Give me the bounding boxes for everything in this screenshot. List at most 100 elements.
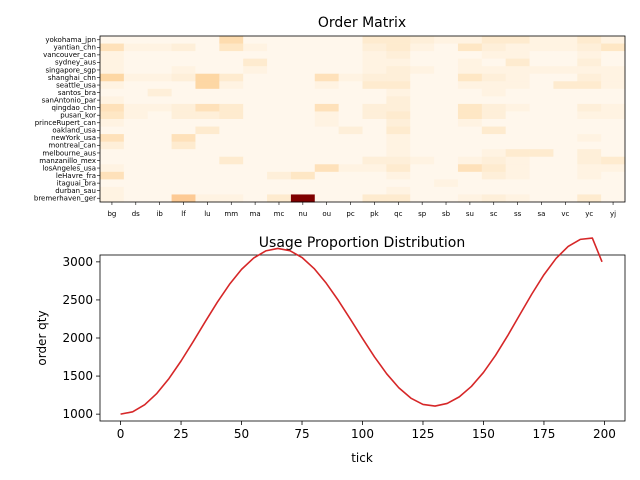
heatmap-cell: [314, 194, 340, 203]
heatmap-cell: [410, 141, 435, 150]
heatmap-cell: [601, 156, 626, 165]
heatmap-cell: [171, 171, 196, 180]
heatmap-cell: [553, 66, 578, 75]
line-series: [120, 237, 603, 415]
heatmap-cell: [505, 194, 530, 203]
heatmap-x-tick-label: pk: [370, 210, 379, 218]
heatmap-cell: [362, 66, 387, 75]
heatmap-cell: [123, 58, 149, 67]
heatmap-cell: [457, 103, 483, 112]
heatmap-cell: [410, 194, 435, 203]
heatmap-panel: Order Matrix yokohama_jpnyantian_chnvanc…: [34, 15, 626, 218]
heatmap-cell: [457, 149, 483, 158]
heatmap-cell: [267, 194, 292, 203]
heatmap-cell: [314, 81, 340, 90]
heatmap-cell: [338, 149, 363, 158]
heatmap-y-tick-label: yantian_chn: [53, 44, 96, 52]
heatmap-cell: [267, 51, 292, 60]
heatmap-x-tick-label: mc: [274, 210, 285, 218]
heatmap-cell: [267, 149, 292, 158]
heatmap-cell: [123, 103, 149, 112]
heatmap-cell: [481, 194, 507, 203]
heatmap-cell: [529, 156, 554, 165]
heatmap-cell: [338, 156, 363, 165]
heatmap-cell: [314, 164, 340, 173]
heatmap-x-tick-label: ds: [132, 210, 140, 218]
heatmap-cell: [577, 43, 602, 52]
heatmap-cell: [362, 149, 387, 158]
heatmap-cell: [243, 81, 268, 90]
heatmap-cell: [267, 111, 292, 120]
heatmap-cell: [290, 58, 316, 67]
heatmap-y-tick-label: durban_sau: [55, 187, 96, 195]
heatmap-cell: [601, 186, 626, 195]
heatmap-cell: [529, 179, 554, 188]
heatmap-cell: [362, 134, 387, 143]
heatmap-cell: [553, 119, 578, 127]
heatmap-cell: [123, 156, 149, 165]
heatmap-cell: [171, 194, 196, 203]
heatmap-cell: [243, 156, 268, 165]
heatmap-cell: [195, 88, 220, 97]
heatmap-cell: [147, 134, 172, 143]
heatmap-cell: [195, 119, 220, 127]
heatmap-cell: [314, 43, 340, 52]
heatmap-cell: [290, 96, 316, 105]
heatmap-y-tick-label: sydney_aus: [55, 59, 96, 67]
heatmap-cell: [147, 119, 172, 127]
heatmap-cell: [434, 179, 459, 188]
heatmap-cell: [505, 126, 530, 135]
heatmap-cell: [100, 51, 125, 60]
heatmap-cell: [457, 119, 483, 127]
heatmap-cell: [529, 51, 554, 60]
heatmap-cell: [362, 126, 387, 135]
heatmap-cell: [362, 141, 387, 150]
heatmap-cell: [219, 36, 244, 44]
heatmap-cell: [601, 73, 626, 82]
heatmap-cell: [553, 58, 578, 67]
heatmap-x-tick-label: qc: [394, 210, 402, 218]
heatmap-cell: [267, 134, 292, 143]
heatmap-cell: [481, 58, 507, 67]
heatmap-cell: [195, 164, 220, 173]
heatmap-cell: [601, 58, 626, 67]
heatmap-cell: [267, 126, 292, 135]
heatmap-cell: [529, 36, 554, 44]
heatmap-cell: [100, 156, 125, 165]
heatmap-cell: [577, 111, 602, 120]
heatmap-cell: [362, 119, 387, 127]
heatmap-cell: [219, 73, 244, 82]
heatmap-cell: [147, 111, 172, 120]
heatmap-cell: [362, 186, 387, 195]
heatmap-cell: [267, 36, 292, 44]
heatmap-cell: [243, 96, 268, 105]
heatmap-cell: [505, 156, 530, 165]
heatmap-cell: [171, 96, 196, 105]
heatmap-cell: [481, 36, 507, 44]
heatmap-cell: [123, 111, 149, 120]
heatmap-cell: [481, 111, 507, 120]
line-y-tick-label: 2000: [62, 331, 93, 345]
heatmap-cell: [314, 119, 340, 127]
heatmap-cell: [577, 194, 602, 203]
heatmap-cell: [267, 171, 292, 180]
heatmap-x-axis: bg ds ib lf lu mm ma mc nu ou pc pk qc sp sb su sc ss sa vc…: [107, 202, 616, 218]
heatmap-cell: [290, 171, 316, 180]
heatmap-cell: [243, 164, 268, 173]
heatmap-cell: [386, 103, 411, 112]
heatmap-cell: [314, 51, 340, 60]
heatmap-cell: [481, 81, 507, 90]
heatmap-cell: [410, 111, 435, 120]
heatmap-cell: [100, 134, 125, 143]
heatmap-cell: [481, 73, 507, 82]
heatmap-cell: [410, 164, 435, 173]
heatmap-cell: [147, 103, 172, 112]
heatmap-cell: [338, 171, 363, 180]
heatmap-cell: [100, 58, 125, 67]
heatmap-cell: [267, 156, 292, 165]
heatmap-cell: [481, 156, 507, 165]
heatmap-cell: [338, 194, 363, 203]
heatmap-cell: [171, 186, 196, 195]
heatmap-cell: [481, 96, 507, 105]
heatmap-cell: [171, 81, 196, 90]
